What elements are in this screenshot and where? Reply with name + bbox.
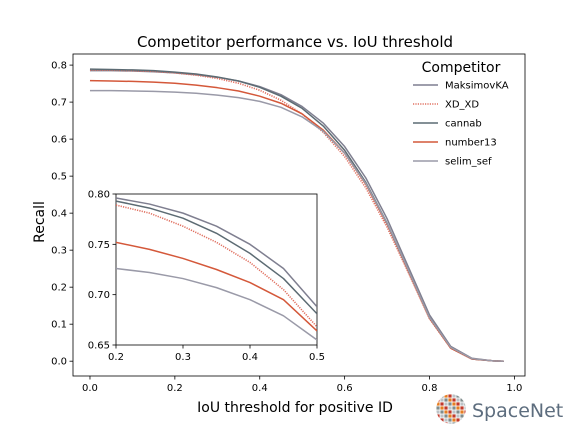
chart-title: Competitor performance vs. IoU threshold xyxy=(137,33,453,51)
legend-label-cannab: cannab xyxy=(445,119,482,130)
y-tick-label: 0.7 xyxy=(51,98,67,109)
inset-x-tick-label: 0.4 xyxy=(242,352,258,363)
legend-label-number13: number13 xyxy=(445,138,497,149)
inset-x-tick-label: 0.3 xyxy=(175,352,191,363)
inset-series-line-cannab xyxy=(116,200,317,315)
inset-y-tick-label: 0.75 xyxy=(88,240,110,251)
series-line-selim_sef xyxy=(89,89,504,362)
x-tick-label: 0.0 xyxy=(82,383,98,394)
y-tick-label: 0.0 xyxy=(51,357,67,368)
spacenet-globe-icon xyxy=(435,393,467,425)
logo-text: SpaceNet xyxy=(472,400,563,422)
x-tick-label: 0.6 xyxy=(337,383,353,394)
legend-label-MaksimovKA: MaksimovKA xyxy=(445,81,509,92)
x-tick-label: 0.8 xyxy=(422,383,438,394)
legend-label-selim_sef: selim_sef xyxy=(445,157,492,168)
x-tick-label: 0.4 xyxy=(252,383,268,394)
inset-series-line-selim_sef xyxy=(116,267,317,341)
series-lines xyxy=(89,68,504,362)
y-tick-label: 0.8 xyxy=(51,61,67,72)
legend-label-XD_XD: XD_XD xyxy=(445,100,479,111)
y-tick-label: 0.6 xyxy=(51,135,67,146)
x-axis-title: IoU threshold for positive ID xyxy=(197,400,393,416)
x-tick-label: 0.2 xyxy=(167,383,183,394)
main-frame xyxy=(72,53,526,377)
y-tick-label: 0.3 xyxy=(51,246,67,257)
y-tick-label: 0.4 xyxy=(51,209,67,220)
inset-series-lines xyxy=(116,197,317,341)
inset-plot-area: 0.2 0.3 0.4 0.5 0.65 0.70 0.75 0.80 xyxy=(76,186,325,367)
inset-x-tick-label: 0.5 xyxy=(309,352,325,363)
x-tick-label: 1.0 xyxy=(506,383,522,394)
inset-series-line-XD_XD xyxy=(116,204,317,328)
inset-y-tick-label: 0.65 xyxy=(88,341,110,352)
legend-title: Competitor xyxy=(422,60,501,76)
y-tick-label: 0.2 xyxy=(51,283,67,294)
main-plot-area: 0.0 0.2 0.4 0.6 0.8 1.0 0.0 0.1 0.2 0.3 0.4 0.5 0.6 0… xyxy=(51,53,526,394)
inset-series-line-MaksimovKA xyxy=(116,197,317,308)
y-axis-title: Recall xyxy=(32,201,48,243)
inset-y-tick-label: 0.80 xyxy=(88,190,110,201)
spacenet-logo: SpaceNet xyxy=(435,393,563,425)
y-tick-label: 0.1 xyxy=(51,320,67,331)
inset-x-tick-label: 0.2 xyxy=(108,352,124,363)
y-tick-label: 0.5 xyxy=(51,172,67,183)
inset-series-line-number13 xyxy=(116,241,317,332)
inset-y-tick-label: 0.70 xyxy=(88,290,110,301)
